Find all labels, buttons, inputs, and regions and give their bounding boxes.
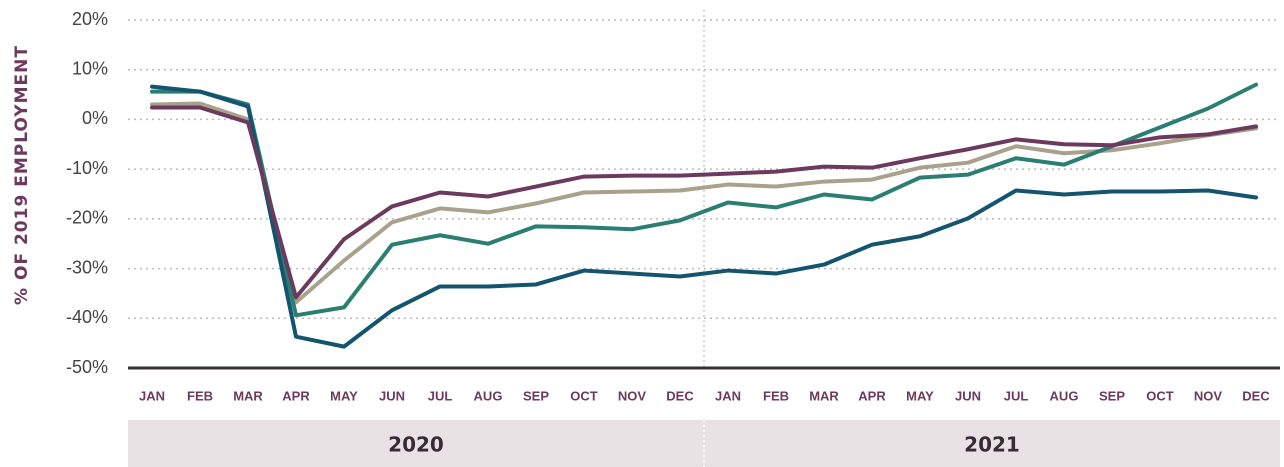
y-tick-label: -30%	[66, 257, 108, 277]
series-line	[150, 105, 1258, 300]
x-tick-label: SEP	[523, 388, 549, 403]
x-tick-label: NOV	[1194, 388, 1223, 403]
x-tick-label: DEC	[666, 388, 694, 403]
x-tick-label: NOV	[618, 388, 647, 403]
y-tick-label: -50%	[66, 357, 108, 377]
y-tick-label: -10%	[66, 158, 108, 178]
x-tick-label: DEC	[1242, 388, 1270, 403]
x-tick-label: OCT	[570, 388, 598, 403]
x-tick-label: APR	[282, 388, 310, 403]
year-label: 2021	[964, 433, 1020, 457]
year-label: 2020	[388, 433, 444, 457]
x-tick-label: MAR	[809, 388, 839, 403]
x-tick-label: MAR	[233, 388, 263, 403]
x-tick-label: JUL	[1004, 388, 1029, 403]
y-tick-label: -20%	[66, 208, 108, 228]
series-line	[150, 82, 1258, 318]
y-tick-label: 0%	[82, 108, 108, 128]
x-tick-label: JAN	[139, 388, 165, 403]
series-line	[150, 84, 1258, 349]
x-tick-label: FEB	[187, 388, 213, 403]
x-tick-label: MAY	[906, 388, 934, 403]
y-axis-label: % OF 2019 EMPLOYMENT	[12, 45, 32, 305]
x-tick-label: APR	[858, 388, 886, 403]
x-tick-label: SEP	[1099, 388, 1125, 403]
year-band	[128, 420, 1280, 467]
x-tick-label: AUG	[1050, 388, 1079, 403]
x-tick-label: JAN	[715, 388, 741, 403]
x-tick-label: JUN	[955, 388, 981, 403]
x-tick-label: FEB	[763, 388, 789, 403]
series-line	[150, 101, 1258, 305]
x-tick-label: MAY	[330, 388, 358, 403]
x-tick-label: JUN	[379, 388, 405, 403]
y-tick-label: 10%	[72, 58, 108, 78]
y-tick-label: 20%	[72, 9, 108, 29]
x-tick-label: JUL	[428, 388, 453, 403]
y-tick-label: -40%	[66, 307, 108, 327]
x-tick-label: AUG	[474, 388, 503, 403]
x-tick-label: OCT	[1146, 388, 1174, 403]
